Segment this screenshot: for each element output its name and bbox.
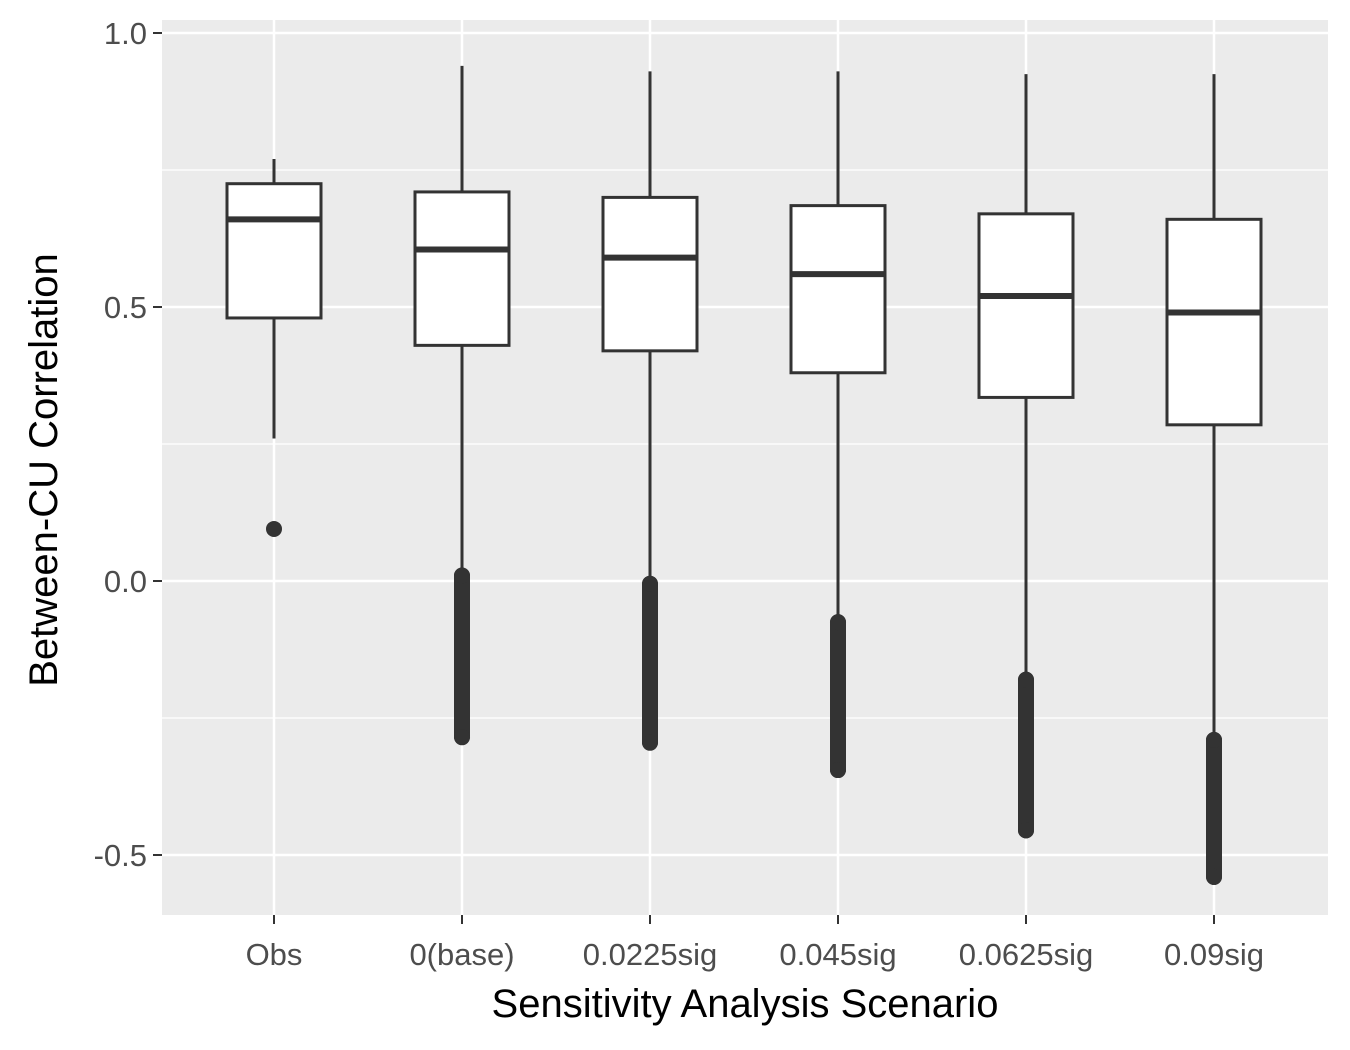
box-group: [977, 74, 1075, 839]
y-axis: -0.5 0.0 0.5 1.0: [94, 16, 162, 873]
box: [977, 212, 1075, 399]
x-tick-label: 0.045sig: [779, 937, 896, 972]
box-group: [789, 71, 887, 779]
x-tick-label: Obs: [246, 937, 303, 972]
outlier-point: [830, 762, 846, 779]
x-tick-label: 0.09sig: [1164, 937, 1264, 972]
outlier-point: [1206, 731, 1222, 748]
x-axis-title: Sensitivity Analysis Scenario: [492, 982, 999, 1026]
box: [413, 190, 511, 347]
y-axis-title: Between-CU Correlation: [22, 253, 66, 687]
x-axis: Obs 0(base) 0.0225sig 0.045sig 0.0625sig 0.09…: [246, 915, 1264, 972]
outlier-point: [454, 567, 470, 584]
x-tick-label: 0.0625sig: [959, 937, 1093, 972]
box: [225, 182, 323, 320]
outlier-point: [642, 734, 658, 751]
outlier-point: [1018, 671, 1034, 688]
y-tick-label: 1.0: [104, 16, 147, 51]
x-tick-label: 0.0225sig: [583, 937, 717, 972]
outlier-point: [642, 575, 658, 592]
box-group: [225, 159, 323, 537]
box: [789, 204, 887, 375]
plot-panel: [162, 20, 1328, 915]
box: [1165, 217, 1263, 427]
box-group: [413, 65, 511, 746]
box-series: [225, 65, 1263, 885]
box: [601, 195, 699, 353]
outlier-point: [1018, 822, 1034, 839]
x-tick-label: 0(base): [409, 937, 514, 972]
y-tick-label: 0.5: [104, 290, 147, 325]
box-group: [1165, 74, 1263, 885]
outlier-point: [1206, 868, 1222, 885]
box-group: [601, 71, 699, 751]
y-tick-label: -0.5: [94, 838, 147, 873]
outlier-point: [454, 729, 470, 746]
outlier-point: [266, 520, 282, 537]
y-tick-label: 0.0: [104, 564, 147, 599]
outlier-point: [830, 614, 846, 631]
